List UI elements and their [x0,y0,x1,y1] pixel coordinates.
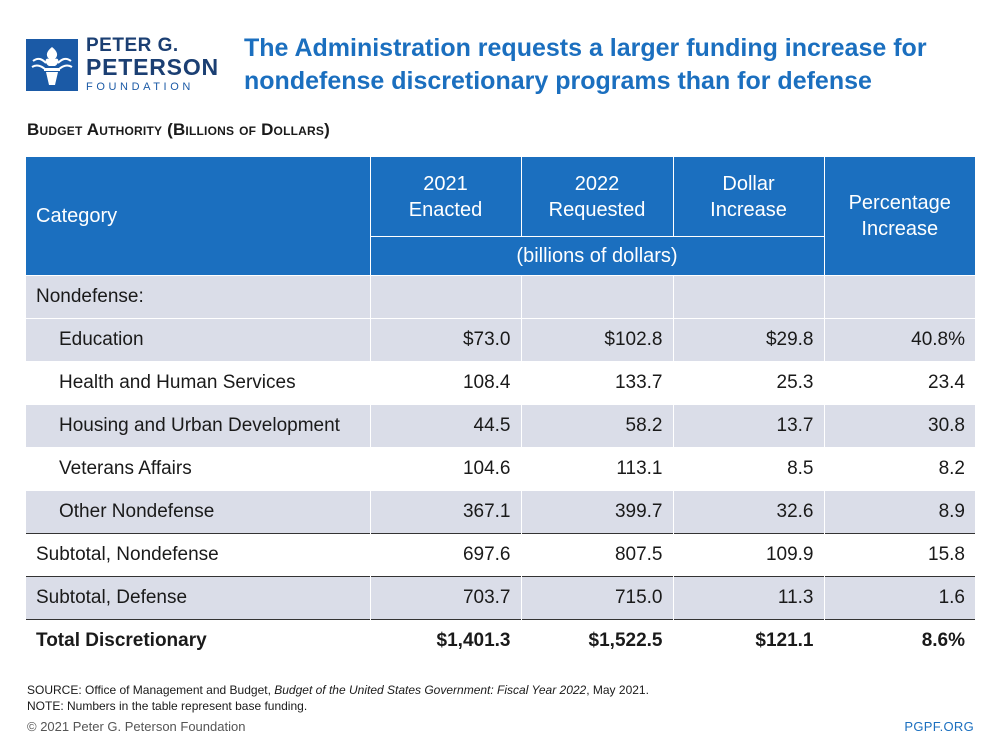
table-row: Housing and Urban Development 44.5 58.2 … [26,404,975,448]
row-dollar-increase: 8.5 [672,447,824,491]
row-category: Total Discretionary [26,619,370,662]
logo-line-3: FOUNDATION [86,81,194,93]
group-label: Nondefense: [26,275,370,319]
row-percent-increase: 40.8% [823,318,975,362]
table-subtitle: Budget Authority (Billions of Dollars) [27,120,330,139]
page-title: The Administration requests a larger fun… [244,34,927,95]
source-note: SOURCE: Office of Management and Budget,… [27,683,649,697]
site-link[interactable]: PGPF.ORG [904,719,974,734]
logo-line-1: PETER G. [86,35,179,56]
row-category: Housing and Urban Development [26,404,370,448]
row-percent-increase: 8.9 [823,490,975,534]
row-percent-increase: 15.8 [823,533,975,577]
logo-line-2: PETERSON [86,54,219,80]
source-title: Budget of the United States Government: … [274,683,587,697]
row-enacted: $73.0 [369,318,521,362]
table-row-group-nondefense: Nondefense: [26,275,975,319]
row-requested: 133.7 [520,361,673,405]
row-category: Subtotal, Defense [26,576,370,620]
row-dollar-increase: 13.7 [672,404,824,448]
row-percent-increase: 23.4 [823,361,975,405]
row-dollar-increase: 32.6 [672,490,824,534]
header-2021-enacted: 2021 Enacted [369,157,521,237]
row-percent-increase: 30.8 [823,404,975,448]
row-enacted: 703.7 [369,576,521,620]
budget-table: Category 2021 Enacted 2022 Requested Dol… [26,157,975,662]
header: PETER G. PETERSON FOUNDATION The Adminis… [26,24,976,104]
row-enacted: 108.4 [369,361,521,405]
row-dollar-increase: 11.3 [672,576,824,620]
row-category: Veterans Affairs [26,447,370,491]
row-category: Education [26,318,370,362]
row-enacted: $1,401.3 [369,619,521,662]
row-dollar-increase: $121.1 [672,619,824,662]
row-enacted: 367.1 [369,490,521,534]
table-row-subtotal-nondefense: Subtotal, Nondefense 697.6 807.5 109.9 1… [26,533,975,577]
header-percentage-increase: Percentage Increase [823,157,975,276]
table-row-subtotal-defense: Subtotal, Defense 703.7 715.0 11.3 1.6 [26,576,975,620]
row-requested: 715.0 [520,576,673,620]
header-category: Category [26,157,370,276]
header-units: (billions of dollars) [369,236,824,276]
row-category: Other Nondefense [26,490,370,534]
row-requested: 113.1 [520,447,673,491]
table-row: Other Nondefense 367.1 399.7 32.6 8.9 [26,490,975,534]
header-2022-requested: 2022 Requested [520,157,673,237]
row-percent-increase: 8.2 [823,447,975,491]
footnotes: SOURCE: Office of Management and Budget,… [27,682,649,714]
row-enacted: 697.6 [369,533,521,577]
note: NOTE: Numbers in the table represent bas… [27,699,308,713]
row-enacted: 104.6 [369,447,521,491]
row-category: Subtotal, Nondefense [26,533,370,577]
row-dollar-increase: 25.3 [672,361,824,405]
header-dollar-increase: Dollar Increase [672,157,824,237]
row-requested: 399.7 [520,490,673,534]
pgpf-logo[interactable]: PETER G. PETERSON FOUNDATION [26,36,219,93]
row-category: Health and Human Services [26,361,370,405]
row-percent-increase: 8.6% [823,619,975,662]
row-requested: $1,522.5 [520,619,673,662]
row-requested: 807.5 [520,533,673,577]
logo-wordmark: PETER G. PETERSON FOUNDATION [86,36,219,93]
table-row: Health and Human Services 108.4 133.7 25… [26,361,975,405]
table-row-total: Total Discretionary $1,401.3 $1,522.5 $1… [26,619,975,662]
copyright: © 2021 Peter G. Peterson Foundation [27,719,246,734]
torch-icon [26,38,78,91]
row-requested: $102.8 [520,318,673,362]
row-enacted: 44.5 [369,404,521,448]
row-percent-increase: 1.6 [823,576,975,620]
row-dollar-increase: 109.9 [672,533,824,577]
row-dollar-increase: $29.8 [672,318,824,362]
table-row: Education $73.0 $102.8 $29.8 40.8% [26,318,975,362]
table-row: Veterans Affairs 104.6 113.1 8.5 8.2 [26,447,975,491]
row-requested: 58.2 [520,404,673,448]
